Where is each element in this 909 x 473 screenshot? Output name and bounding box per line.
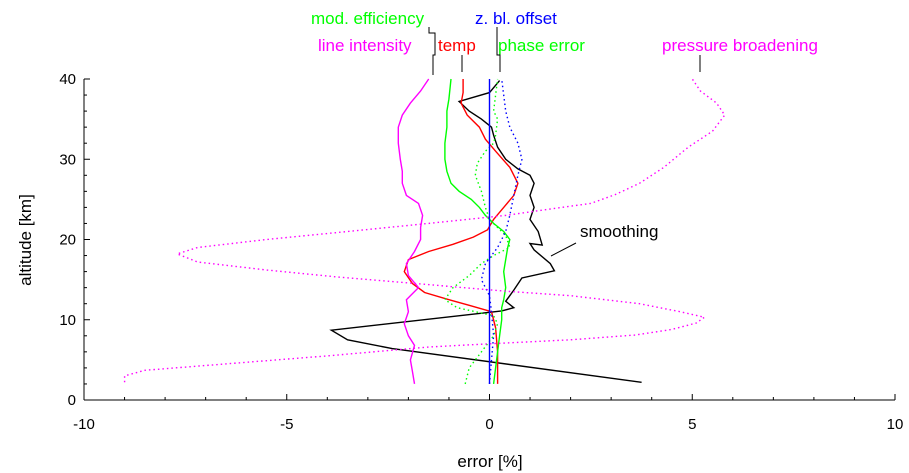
x-tick-label: -10: [73, 416, 95, 433]
y-tick-label: 10: [59, 312, 76, 329]
leader-line: [428, 27, 436, 75]
legend-label-temp: temp: [438, 36, 476, 55]
leader-line: [496, 27, 501, 72]
legend-leader-lines: [428, 27, 701, 257]
y-tick-label: 20: [59, 232, 76, 249]
series-line-phase-error-dotted: [443, 78, 511, 385]
x-tick-label: -5: [280, 416, 293, 433]
y-axis-title: altitude [km]: [16, 194, 35, 286]
series-line-z-bl-offset-dotted: [480, 78, 523, 384]
legend-label-phase-error: phase error: [498, 36, 585, 55]
legend-label-pressure-broadening: pressure broadening: [662, 36, 818, 55]
y-axis: 0 10 20 30 40: [59, 71, 90, 409]
x-tick-label: 0: [485, 416, 493, 433]
y-tick-label: 30: [59, 151, 76, 168]
series-layer: [123, 78, 726, 385]
legend-label-line-intensity: line intensity: [318, 36, 412, 55]
legend-label-mod-efficiency: mod. efficiency: [311, 9, 425, 28]
leader-line: [550, 242, 577, 257]
series-line-line-intensity: [397, 78, 430, 385]
x-tick-label: 10: [887, 416, 904, 433]
y-tick-label: 40: [59, 71, 76, 88]
series-line-temp: [403, 79, 519, 384]
series-line-mod-efficiency: [444, 78, 511, 384]
x-tick-label: 5: [688, 416, 696, 433]
annotation-smoothing: smoothing: [580, 222, 658, 241]
x-axis-title: error [%]: [457, 452, 522, 471]
x-axis: -10 -5 0 5 10: [73, 394, 903, 433]
legend-label-z-bl-offset: z. bl. offset: [475, 9, 557, 28]
y-tick-label: 0: [68, 392, 76, 409]
